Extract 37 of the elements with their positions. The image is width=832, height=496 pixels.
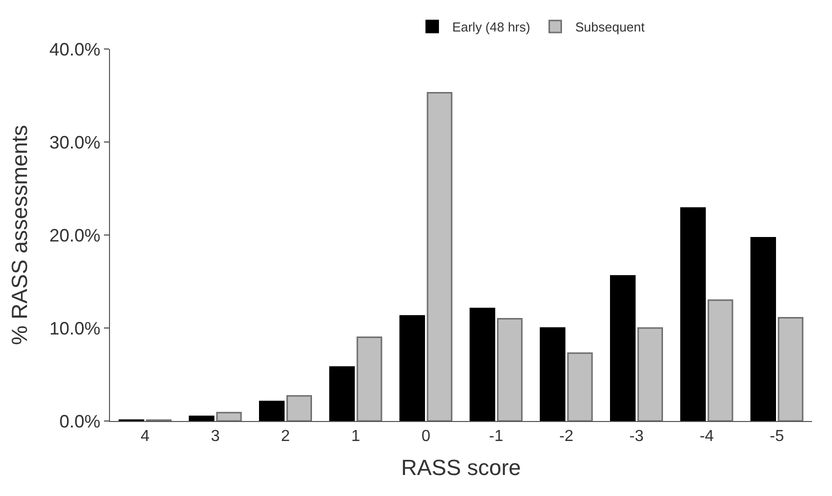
x-tick-label: -4 xyxy=(700,428,714,446)
bar xyxy=(540,327,566,421)
y-tick-label: 30.0% xyxy=(49,132,100,152)
bar xyxy=(496,318,523,421)
bar xyxy=(356,336,382,421)
x-tick-label: 0 xyxy=(421,428,430,446)
bar xyxy=(708,299,734,421)
bar xyxy=(637,327,663,421)
x-tick-label: -3 xyxy=(629,428,644,446)
x-tick-label: -2 xyxy=(559,428,574,446)
x-tick-label: -5 xyxy=(770,428,784,446)
bar xyxy=(188,416,214,421)
y-tick-label: 20.0% xyxy=(49,225,100,246)
legend-label: Subsequent xyxy=(575,20,646,35)
bar xyxy=(470,308,496,421)
bar xyxy=(329,366,355,421)
x-axis-title: RASS score xyxy=(401,455,521,480)
legend-label: Early (48 hrs) xyxy=(452,20,530,35)
y-tick-label: 10.0% xyxy=(49,318,100,338)
bar xyxy=(680,207,706,421)
x-tick-label: -1 xyxy=(488,428,504,446)
x-tick-label: 2 xyxy=(281,428,290,446)
bar xyxy=(567,352,593,421)
bar xyxy=(399,315,426,421)
bar xyxy=(610,275,636,421)
x-tick-label: 4 xyxy=(140,428,150,446)
bar xyxy=(750,237,776,421)
bar xyxy=(259,400,285,421)
y-axis-title: % RASS assessments xyxy=(7,124,32,346)
bar xyxy=(778,317,804,421)
y-tick-label: 40.0% xyxy=(49,39,100,60)
x-tick-label: 3 xyxy=(210,428,220,446)
bar xyxy=(426,92,452,421)
bar xyxy=(286,395,312,421)
x-tick-label: 1 xyxy=(351,428,360,446)
y-tick-label: 0.0% xyxy=(59,411,100,432)
bar xyxy=(216,412,242,421)
